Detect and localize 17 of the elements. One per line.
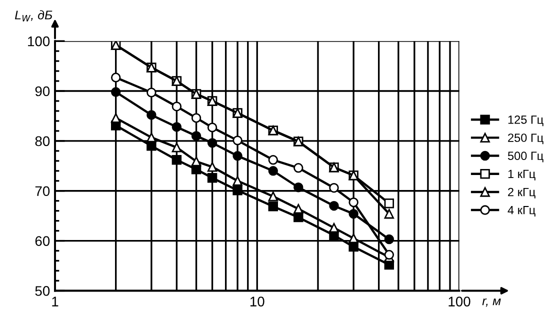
x-tick-label: 1 xyxy=(52,296,58,306)
legend-label: 500 Гц xyxy=(508,152,544,162)
y-axis-title: L$_{W}$, дБ xyxy=(14,10,52,22)
legend-label: 2 кГц xyxy=(508,188,536,198)
x-tick-label: 10 xyxy=(250,296,264,306)
y-tick-label: 70 xyxy=(35,186,50,196)
x-axis-title: r, м xyxy=(482,298,501,307)
y-tick-label: 100 xyxy=(28,36,50,46)
legend-label: 1 кГц xyxy=(508,170,536,180)
y-tick-label: 80 xyxy=(35,136,50,146)
y-tick-label: 50 xyxy=(35,286,50,296)
legend-label: 125 Гц xyxy=(508,115,544,126)
legend-label: 250 Гц xyxy=(508,134,544,144)
x-tick-label: 100 xyxy=(448,296,470,306)
legend-label: 4 кГц xyxy=(508,206,536,217)
y-tick-label: 90 xyxy=(35,86,50,96)
y-tick-label: 60 xyxy=(35,236,50,246)
